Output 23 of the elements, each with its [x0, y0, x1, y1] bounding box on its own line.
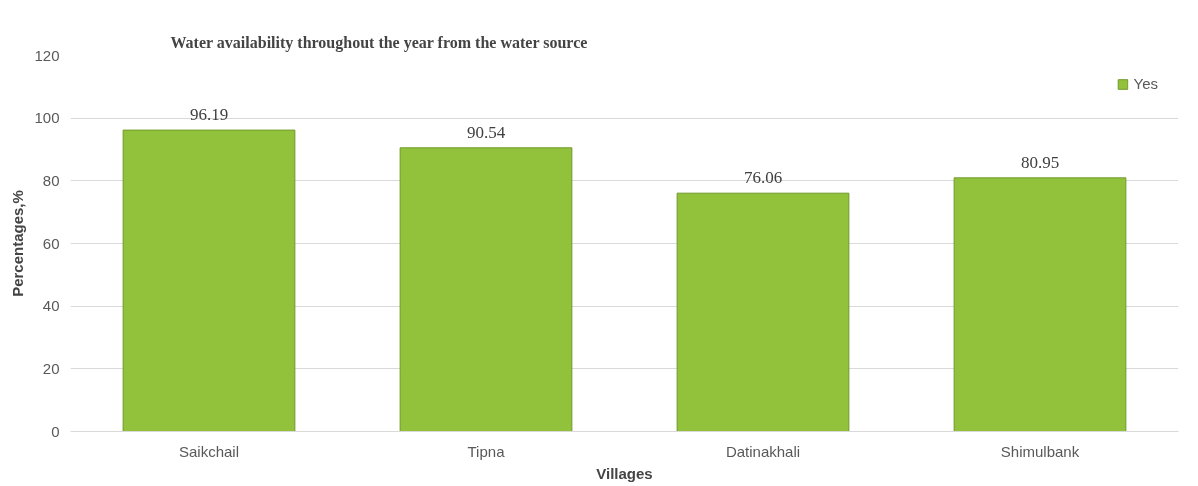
- bar: [953, 177, 1127, 432]
- x-tick-label: Datinakhali: [725, 442, 801, 460]
- y-tick-label: 20: [42, 359, 60, 377]
- y-axis-title: Percentages,%: [9, 190, 27, 297]
- data-label: 76.06: [743, 168, 783, 188]
- data-label: 90.54: [466, 122, 506, 142]
- chart-title: Water availability throughout the year from the water source: [170, 33, 588, 52]
- y-tick-label: 120: [34, 46, 60, 64]
- x-tick-label: Saikchail: [178, 442, 240, 460]
- bar: [399, 147, 573, 432]
- bar: [122, 129, 296, 432]
- y-tick-label: 80: [42, 171, 60, 189]
- x-tick-label: Shimulbank: [1000, 442, 1080, 460]
- y-tick-label: 100: [34, 109, 60, 127]
- y-tick-label: 60: [42, 234, 60, 252]
- legend-label: Yes: [1133, 75, 1158, 92]
- data-label: 96.19: [189, 105, 229, 125]
- x-tick-label: Tipna: [467, 442, 506, 460]
- y-tick-label: 40: [42, 297, 60, 315]
- y-tick-label: 0: [51, 422, 60, 440]
- bar: [676, 192, 850, 432]
- x-axis-title: Villages: [596, 464, 653, 482]
- data-label: 80.95: [1020, 152, 1060, 172]
